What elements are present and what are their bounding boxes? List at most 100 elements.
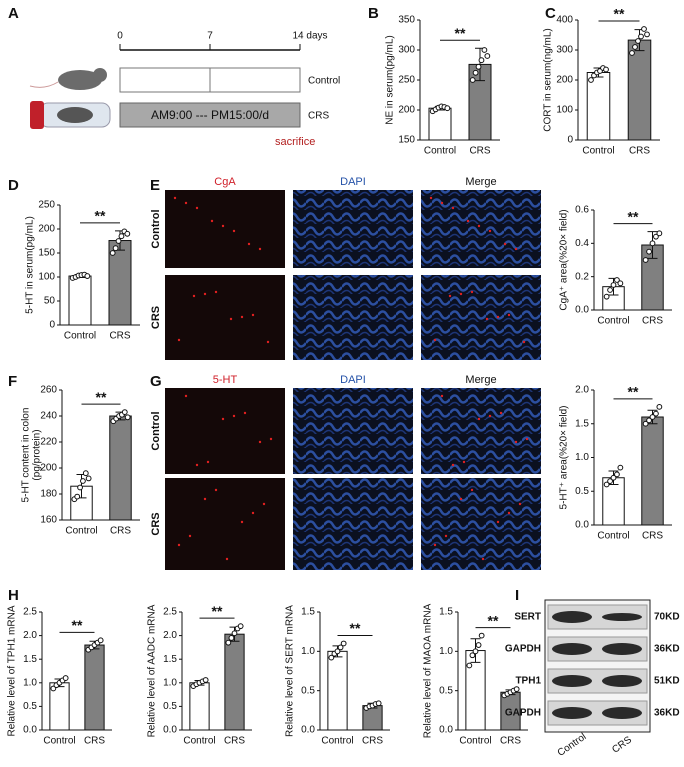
signal-dot — [485, 317, 489, 321]
x-tick-label: Control — [64, 331, 96, 342]
signal-dot — [188, 534, 192, 538]
signal-dot — [433, 338, 437, 342]
data-point — [656, 403, 663, 410]
data-point — [610, 474, 617, 481]
panel-label: H — [8, 587, 19, 604]
panel-label: B — [368, 5, 379, 22]
data-point — [617, 280, 624, 287]
y-tick-label: 0.0 — [575, 305, 589, 316]
data-point — [629, 50, 635, 56]
data-point — [632, 44, 638, 50]
data-point — [466, 662, 473, 669]
signal-dot — [440, 394, 444, 398]
crs-bar — [119, 102, 301, 128]
y-tick-label: 200 — [556, 75, 573, 86]
signal-dot — [459, 497, 463, 501]
significance-label: ** — [614, 6, 625, 22]
x-tick-label: Control — [459, 736, 491, 747]
data-point — [469, 77, 476, 83]
y-tick-label: 0.4 — [575, 238, 589, 249]
row-label: Control — [150, 411, 162, 450]
signal-dot — [247, 242, 251, 246]
data-point — [228, 635, 235, 641]
day-label: 14 days — [292, 31, 327, 42]
signal-dot — [258, 247, 262, 251]
data-point — [635, 38, 641, 44]
data-point — [472, 648, 479, 655]
data-point — [62, 675, 69, 681]
schedule-label: AM9:00 --- PM15:00/d — [151, 108, 269, 122]
data-point — [614, 471, 620, 478]
data-point — [642, 257, 649, 263]
y-tick-label: 1.0 — [575, 452, 589, 463]
x-tick-label: CRS — [84, 736, 105, 747]
signal-dot — [225, 557, 229, 561]
mouse-icon — [58, 70, 102, 90]
significance-label: ** — [488, 612, 499, 628]
micrograph — [165, 275, 285, 360]
data-point — [641, 26, 647, 32]
data-point — [475, 63, 482, 70]
signal-dot — [507, 511, 511, 515]
signal-dot — [496, 315, 500, 319]
y-tick-label: 2.0 — [163, 630, 177, 641]
signal-dot — [525, 437, 529, 441]
x-tick-label: Control — [183, 736, 215, 747]
signal-dot — [481, 557, 485, 561]
significance-label: ** — [628, 384, 639, 400]
data-point — [340, 640, 347, 647]
data-point — [649, 240, 656, 247]
y-axis-label: 5-HT in serum(pg/mL) — [25, 216, 36, 314]
data-point — [649, 414, 656, 420]
signal-dot — [470, 488, 474, 492]
stain-label: Merge — [465, 176, 496, 188]
size-label: 36KD — [654, 708, 680, 719]
blot-band — [552, 643, 592, 655]
significance-label: ** — [455, 25, 466, 41]
signal-dot — [251, 313, 255, 317]
panel-label: C — [545, 5, 556, 22]
data-point — [646, 248, 652, 255]
y-tick-label: 2.0 — [23, 630, 37, 641]
y-tick-label: 160 — [40, 515, 57, 526]
signal-dot — [232, 414, 236, 418]
data-point — [481, 47, 488, 53]
data-point — [328, 654, 335, 661]
data-point — [617, 464, 624, 471]
y-axis-label: CgA⁺ area(%20× field) — [559, 209, 570, 310]
x-tick-label: CRS — [500, 736, 521, 747]
data-point — [225, 639, 232, 646]
significance-label: ** — [350, 620, 361, 636]
y-tick-label: 400 — [556, 15, 573, 26]
x-tick-label: CRS — [110, 526, 131, 537]
x-tick-label: Control — [582, 146, 614, 157]
data-point — [82, 470, 89, 477]
blot-band — [602, 613, 642, 621]
stain-label: DAPI — [340, 176, 366, 188]
significance-label: ** — [95, 208, 106, 224]
y-tick-label: 0.0 — [301, 725, 315, 736]
signal-dot — [184, 201, 188, 205]
signal-dot — [451, 206, 455, 210]
y-tick-label: 1.5 — [439, 607, 453, 618]
signal-dot — [240, 315, 244, 319]
row-label: Control — [150, 209, 162, 248]
data-point — [77, 484, 83, 491]
y-tick-label: 0.0 — [163, 725, 177, 736]
signal-dot — [173, 196, 177, 200]
signal-dot — [243, 411, 247, 415]
group-label: Control — [308, 76, 340, 87]
signal-dot — [488, 229, 492, 233]
row-label: CRS — [150, 512, 162, 535]
x-tick-label: CRS — [469, 146, 490, 157]
blot-band — [602, 707, 642, 719]
lane-label: Control — [556, 731, 589, 759]
y-tick-label: 2.5 — [23, 607, 37, 618]
y-tick-label: 2.5 — [163, 607, 177, 618]
data-point — [642, 420, 649, 427]
micrograph — [421, 388, 541, 474]
signal-dot — [477, 417, 481, 421]
data-point — [646, 417, 652, 424]
y-tick-label: 1.0 — [23, 677, 37, 688]
data-point — [478, 632, 485, 639]
